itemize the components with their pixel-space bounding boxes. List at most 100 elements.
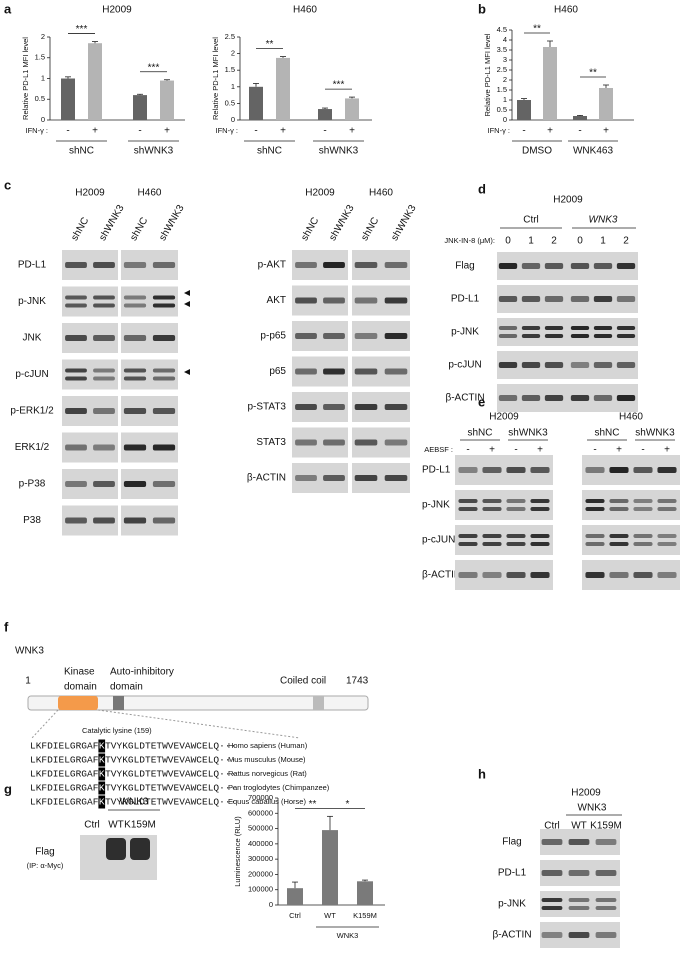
row-label: Flag [35, 847, 54, 858]
x-tick-label: - [578, 126, 581, 137]
zoom-line [31, 709, 59, 739]
row-label: JNK [23, 333, 42, 344]
blot-band [498, 362, 518, 368]
blot-band [65, 295, 87, 300]
lane-label: shNC [467, 428, 492, 439]
row-label: ERK1/2 [15, 442, 50, 453]
blot-band [152, 517, 176, 524]
blot-band [384, 297, 408, 304]
y-tick-label: 0 [231, 115, 235, 124]
blot-band [541, 839, 563, 845]
blot-band [384, 475, 408, 481]
domain-label: Kinase [64, 667, 95, 678]
dose: 0 [505, 236, 511, 247]
blot-panel [121, 286, 178, 317]
error-bar [349, 96, 355, 99]
residue: K [99, 769, 105, 780]
residue-highlight [98, 795, 106, 809]
blot-band [521, 263, 541, 269]
y-tick-label: 2 [41, 32, 45, 41]
error-bar [603, 84, 609, 88]
group-label: WNK3 [120, 797, 149, 808]
blot-band [93, 444, 115, 451]
sequence: LKFDIELGRGAF [30, 797, 99, 808]
row-label: β-ACTIN [492, 930, 531, 941]
blot-band [498, 326, 518, 330]
lane-label: shWNK3 [97, 203, 126, 243]
blot-band [354, 333, 378, 339]
x-tick-label: + [92, 126, 98, 137]
y-tick-label: 3 [503, 55, 507, 64]
blot-band [152, 295, 176, 300]
blot-band [585, 542, 605, 546]
blot-band [323, 333, 345, 339]
blot-band [521, 362, 541, 368]
row-label: p-p65 [260, 331, 286, 342]
error-bar [164, 79, 170, 81]
blot-band [593, 296, 613, 302]
blot-band [152, 262, 176, 268]
blot-band [585, 534, 605, 538]
treatment: + [616, 445, 622, 456]
dose-label: JNK-IN-8 (μM): [444, 236, 495, 245]
blot-panel [497, 384, 638, 412]
row-label: β-ACTIN [422, 570, 461, 581]
y-tick-label: 2 [231, 49, 235, 58]
significance-label: * [346, 799, 350, 810]
cell-line: H460 [369, 188, 393, 199]
y-tick-label: 1 [231, 82, 235, 91]
panel-letter: h [478, 766, 486, 781]
blot-band [541, 898, 563, 902]
blot-band [616, 296, 636, 302]
group-label: shWNK3 [134, 146, 174, 157]
blot-band [544, 395, 564, 401]
blot-band [482, 542, 502, 546]
y-tick-label: 0 [503, 115, 507, 124]
blot-band [93, 335, 115, 341]
row-label: p-JNK [451, 327, 479, 338]
panel-letter: g [4, 781, 12, 796]
row-label: β-ACTIN [445, 393, 484, 404]
lane-label: shWNK3 [508, 428, 548, 439]
row-label: p65 [269, 366, 286, 377]
blot-band [65, 368, 87, 373]
blot-band [458, 467, 478, 473]
cell-line: H2009 [305, 188, 335, 199]
blot-band [384, 439, 408, 446]
blot-band [354, 368, 378, 375]
x-tick-label: Ctrl [289, 911, 301, 920]
factor-label: IFN-γ : [216, 126, 239, 135]
blot-band [93, 262, 115, 268]
blot-panel [582, 490, 680, 520]
panel-letter: b [478, 1, 486, 16]
blot-panel [497, 252, 638, 280]
blot-band [93, 376, 115, 381]
cell-line: H2009 [75, 188, 105, 199]
blot-panel [540, 891, 620, 917]
blot-band [657, 572, 677, 578]
autoinhibitory-domain [113, 696, 124, 710]
blot-band [609, 542, 629, 546]
treatment: - [514, 445, 517, 456]
bar [276, 57, 290, 120]
blot-band [506, 507, 526, 511]
y-tick-label: 0 [41, 115, 45, 124]
blot-panel [121, 359, 178, 390]
blot-band [544, 296, 564, 302]
blot-band [506, 499, 526, 503]
blot-band [530, 542, 550, 546]
blot-band [657, 507, 677, 511]
blot-band [123, 408, 147, 414]
lane-label: shNC [128, 216, 150, 243]
blot-band [152, 376, 176, 381]
blot-panel [497, 351, 638, 379]
species: Homo sapiens (Human) [228, 741, 308, 750]
blot-band [616, 263, 636, 269]
blot-band [458, 572, 478, 578]
blot-band [65, 481, 87, 487]
sequence: LKFDIELGRGAF [30, 783, 99, 794]
blot-band [323, 297, 345, 304]
y-tick-label: 1 [503, 95, 507, 104]
y-tick-label: 0.5 [497, 105, 507, 114]
x-tick-label: - [323, 126, 326, 137]
